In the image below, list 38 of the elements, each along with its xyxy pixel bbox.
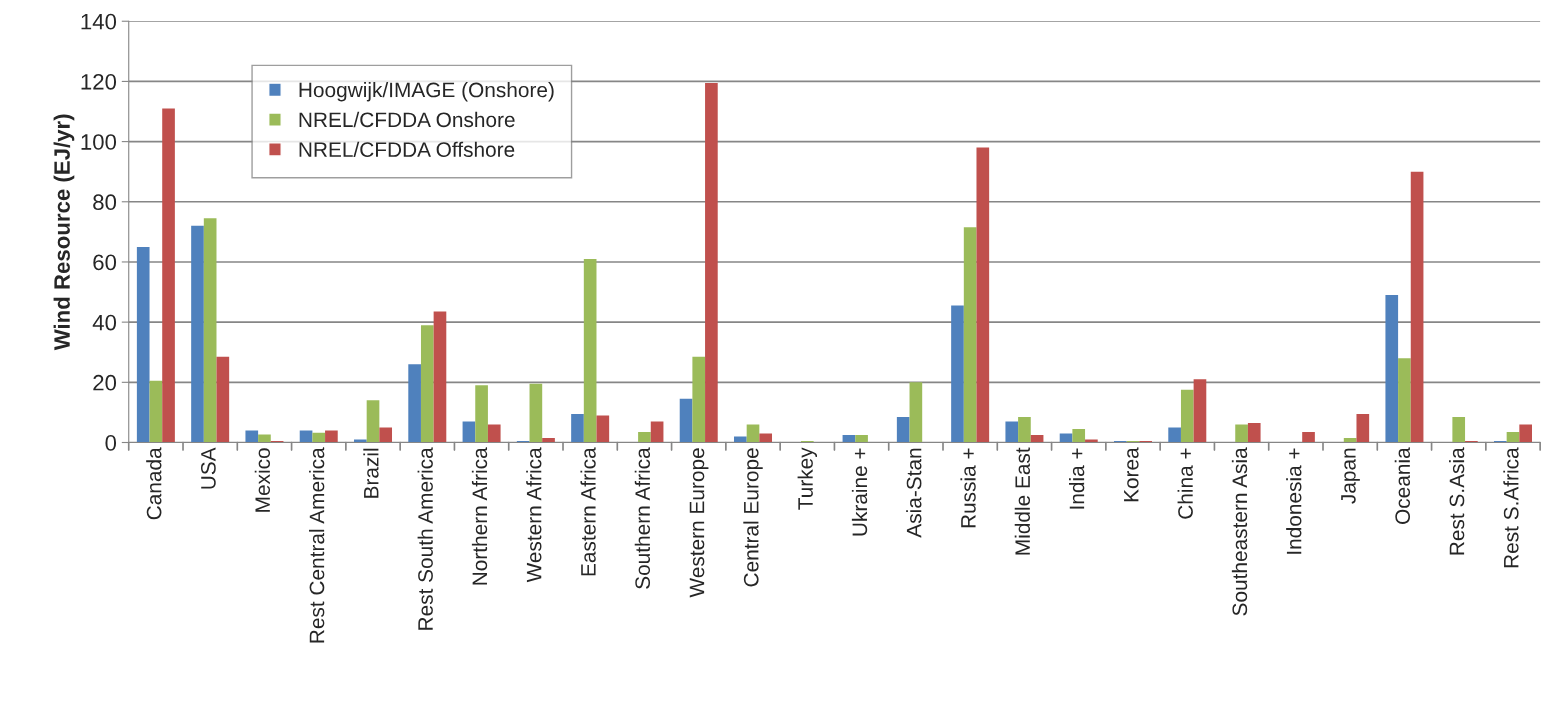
x-tick-label: Oceania bbox=[1394, 447, 1411, 524]
x-tick-label: Rest Central America bbox=[309, 447, 325, 643]
x-tick-label: Northern Africa bbox=[471, 447, 488, 585]
legend-label: Hoogwijk/IMAGE (Onshore) bbox=[299, 82, 554, 102]
x-tick-label: Eastern Africa bbox=[580, 447, 596, 576]
x-tick-label: Brazil bbox=[363, 448, 379, 498]
x-tick-label: Russia + bbox=[960, 448, 976, 528]
y-tick-label: 100 bbox=[81, 134, 117, 150]
x-tick-label: Asia-Stan bbox=[906, 448, 922, 538]
y-tick-label: 60 bbox=[93, 254, 117, 271]
x-tick-label: Central Europe bbox=[743, 448, 763, 587]
legend-label: NREL/CFDDA Offshore bbox=[299, 141, 515, 157]
y-tick-label: 40 bbox=[92, 314, 117, 331]
x-tick-label: Mexico bbox=[254, 448, 271, 512]
x-tick-label: Middle East bbox=[1014, 447, 1031, 555]
x-tick-label: Southern Africa bbox=[634, 447, 651, 589]
legend-label: NREL/CFDDA Onshore bbox=[299, 111, 515, 128]
x-tick-label: Indonesia + bbox=[1286, 448, 1302, 554]
x-tick-label: Ukraine + bbox=[851, 448, 868, 536]
y-axis-title: Wind Resource (EJ/yr) bbox=[53, 114, 75, 351]
x-tick-label: USA bbox=[201, 447, 216, 489]
x-tick-label: Western Europe bbox=[689, 448, 709, 598]
x-tick-label: Japan bbox=[1341, 448, 1360, 504]
x-tick-label: Korea bbox=[1124, 447, 1139, 502]
x-tick-label: Canada bbox=[146, 447, 162, 520]
x-tick-label: Rest South America bbox=[417, 447, 433, 630]
x-tick-label: Rest S.Asia bbox=[1449, 447, 1465, 555]
x-tick-label: Rest S.Africa bbox=[1503, 447, 1519, 568]
x-tick-label: China + bbox=[1177, 448, 1193, 519]
y-tick-label: 0 bbox=[105, 435, 117, 451]
y-tick-label: 20 bbox=[93, 374, 117, 391]
y-tick-label: 120 bbox=[81, 73, 117, 90]
x-tick-label: Turkey bbox=[797, 447, 818, 510]
x-tick-label: Southeastern Asia bbox=[1231, 447, 1248, 616]
x-tick-label: India + bbox=[1069, 448, 1085, 509]
y-tick-label: 80 bbox=[93, 194, 117, 211]
x-tick-label: Western Africa bbox=[526, 447, 542, 583]
y-tick-label: 140 bbox=[81, 13, 117, 30]
